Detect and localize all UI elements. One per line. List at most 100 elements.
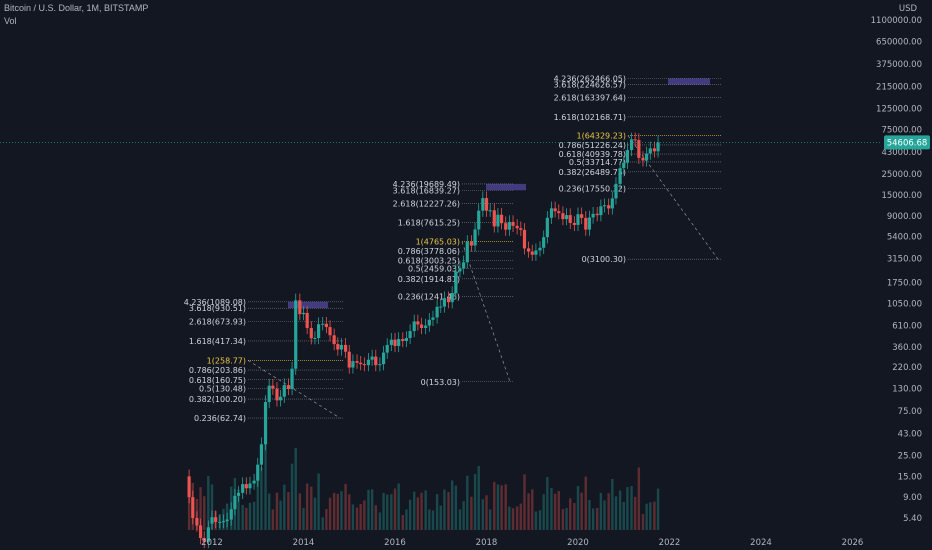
candle-body — [381, 352, 386, 365]
candle-body — [530, 251, 534, 255]
candle-body — [252, 480, 256, 484]
volume-bar — [187, 486, 191, 530]
y-tick-label: 215000.00 — [876, 83, 922, 93]
candle-body — [332, 335, 336, 345]
volume-bar — [633, 496, 637, 530]
volume-bar — [332, 492, 336, 530]
volume-bar — [359, 503, 362, 530]
volume-bar — [542, 494, 545, 530]
volume-bar — [458, 509, 462, 530]
candle-body — [496, 214, 500, 227]
candle-body — [221, 521, 226, 523]
volume-bar — [348, 494, 351, 530]
volume-bar — [511, 508, 515, 530]
candle-body — [290, 368, 294, 390]
candle-body — [564, 215, 569, 220]
candle-body — [198, 525, 203, 539]
candle-body — [534, 250, 538, 255]
volume-bar — [302, 508, 305, 530]
volume-bar — [431, 510, 435, 530]
candle-body — [473, 229, 477, 246]
candle-body — [602, 205, 607, 207]
fib-level-label: 3.618(930.51) — [189, 304, 246, 313]
volume-bar — [207, 476, 210, 530]
candle-body — [446, 298, 451, 303]
candle-body — [450, 293, 454, 303]
candle-body — [324, 323, 328, 328]
y-tick-label: 130.00 — [892, 384, 922, 394]
chart-header: Bitcoin / U.S. Dollar, 1M, BITSTAMP Vol — [4, 2, 148, 28]
fib-target-zone — [288, 301, 328, 309]
candle-body — [454, 271, 458, 294]
volume-bar — [500, 485, 503, 530]
volume-bar — [591, 508, 595, 530]
y-tick-label: 650000.00 — [876, 37, 922, 47]
volume-bar — [378, 512, 382, 530]
y-tick-label: 75.00 — [898, 407, 922, 417]
volume-bar — [523, 474, 526, 530]
fib-level-label: 1.618(7615.25) — [398, 219, 460, 228]
volume-bar — [374, 505, 377, 530]
volume-bar — [611, 478, 614, 530]
volume-bar — [622, 501, 625, 530]
volume-bar — [355, 507, 359, 530]
y-tick-label: 375000.00 — [876, 60, 922, 70]
candle-body — [408, 331, 412, 339]
y-tick-label: 43.00 — [898, 429, 922, 439]
fib-level-label: 0.382(26489.75) — [559, 168, 626, 177]
candle-body — [416, 321, 420, 325]
volume-bar — [557, 491, 560, 530]
candle-body — [275, 388, 279, 401]
candle-body — [294, 300, 298, 369]
volume-bar — [248, 502, 252, 530]
fib-level-label: 1(64329.23) — [576, 132, 626, 141]
candle-body — [362, 364, 366, 366]
candle-body — [389, 339, 393, 345]
candle-body — [572, 222, 576, 225]
volume-indicator-label[interactable]: Vol — [4, 16, 17, 26]
y-tick-label: 1100000.00 — [871, 16, 922, 26]
volume-bar — [351, 504, 355, 530]
candle-body — [427, 319, 431, 326]
candle-body — [336, 344, 340, 350]
y-tick-label: 3150.00 — [887, 255, 922, 265]
candle-body — [522, 229, 527, 249]
candle-body — [225, 519, 229, 522]
volume-bar — [310, 486, 313, 530]
candle-body — [236, 492, 241, 496]
volume-bar — [340, 491, 343, 530]
fib-level-label: 3.618(224626.57) — [554, 81, 626, 90]
fib-level-label: 2.618(12227.26) — [393, 199, 460, 208]
fib-level-label: 0.382(1914.81) — [398, 275, 460, 284]
fib-level-label: 0.786(3778.06) — [398, 247, 460, 256]
volume-bar — [477, 466, 480, 530]
fib-target-zone — [486, 183, 526, 191]
volume-bar — [283, 484, 286, 530]
candle-body — [393, 339, 397, 347]
candle-body — [351, 361, 355, 368]
volume-bar — [363, 500, 366, 530]
candle-body — [309, 327, 313, 339]
y-tick-label: 610.00 — [892, 321, 922, 331]
candle-body — [633, 139, 637, 141]
y-axis-currency-label: USD — [899, 4, 918, 14]
symbol-title[interactable]: Bitcoin / U.S. Dollar, 1M, BITSTAMP — [4, 3, 149, 13]
volume-bar — [630, 486, 633, 530]
candle-body — [210, 517, 214, 524]
volume-bar — [439, 505, 442, 530]
volume-bar — [531, 489, 534, 530]
candles — [187, 132, 660, 549]
candle-body — [419, 324, 424, 328]
volume-bar — [573, 503, 576, 530]
volume-bar — [408, 499, 412, 530]
volume-bars — [187, 431, 660, 530]
volume-bar — [328, 497, 332, 530]
volume-bar — [344, 483, 347, 530]
candle-body — [568, 215, 572, 223]
candle-body — [484, 198, 489, 211]
x-tick-label-2024: 2024 — [750, 538, 772, 548]
candle-body — [553, 208, 557, 212]
volume-bar — [241, 504, 244, 530]
